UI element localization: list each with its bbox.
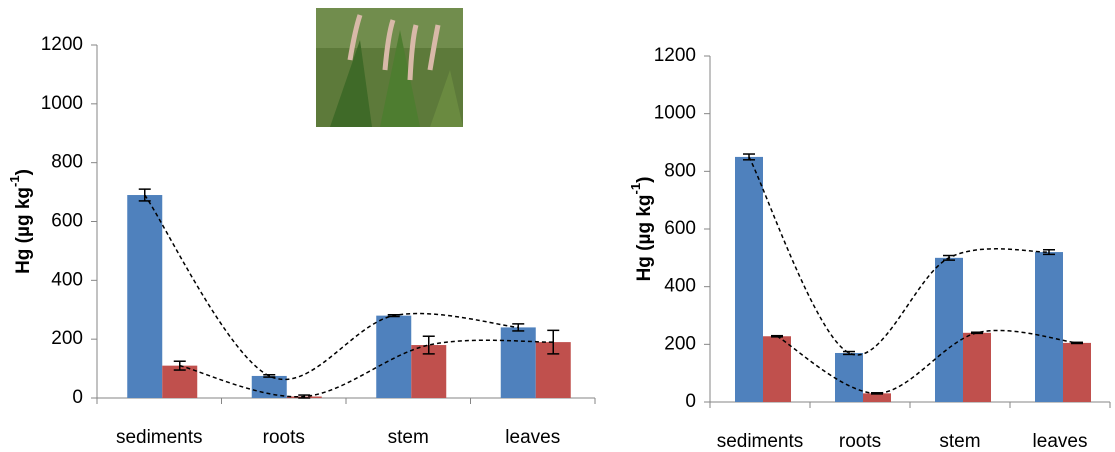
error-bar [547,329,560,355]
y-label-end: ) [634,177,655,183]
error-bar [422,335,435,355]
y-label-end: ) [13,169,34,175]
y-tick-label: 200 [51,328,83,349]
bar [935,257,963,402]
x-tick-label: stem [939,431,980,452]
trend-line [179,339,554,398]
y-tick-label: 400 [51,269,83,290]
bar [500,327,536,398]
y-label-text: Hg (µg kg [634,194,655,281]
x-tick-label: roots [839,431,881,452]
bar [963,332,991,402]
x-tick-label: sediments [116,427,203,448]
trend-line [748,156,1050,356]
y-axis-label: Hg (µg kg-1) [7,169,34,274]
bar [162,365,198,398]
y-label-sup: -1 [628,183,643,195]
trend-line [144,194,519,381]
x-tick-label: roots [263,427,305,448]
bar [1035,252,1063,402]
y-tick-label: 200 [664,333,696,354]
y-label-sup: -1 [7,175,22,187]
y-tick-label: 600 [51,211,83,232]
trend-line [776,329,1078,395]
y-tick-label: 400 [664,276,696,297]
y-tick-label: 600 [664,218,696,239]
y-tick-label: 800 [664,160,696,181]
y-tick-label: 0 [685,391,696,412]
error-bar [1043,249,1055,256]
y-label-text: Hg (µg kg [13,187,34,274]
bar [863,393,891,402]
bar [763,336,791,402]
x-tick-label: sediments [717,431,804,452]
y-tick-label: 0 [72,387,83,408]
y-tick-label: 1000 [41,93,83,114]
y-axis-label: Hg (µg kg-1) [628,177,655,282]
x-tick-label: leaves [1033,431,1088,452]
bar [735,156,763,402]
bar [835,352,863,402]
y-tick-label: 1200 [41,34,83,55]
photo [316,8,463,127]
y-tick-label: 1000 [654,103,696,124]
bar [1063,342,1091,402]
bar [127,195,163,398]
y-tick-label: 800 [51,152,83,173]
x-tick-label: leaves [505,427,560,448]
x-tick-label: stem [388,427,429,448]
y-tick-label: 1200 [654,45,696,66]
bar [376,315,412,398]
